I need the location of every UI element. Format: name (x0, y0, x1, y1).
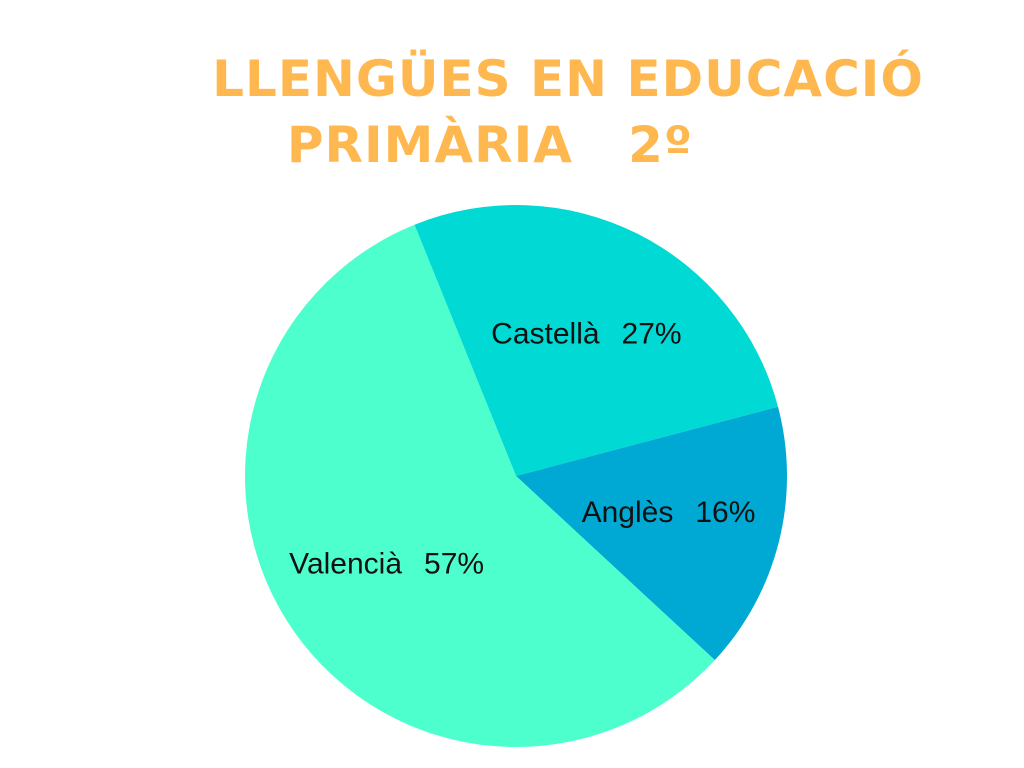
pie-slice (245, 224, 715, 748)
value-label: 57% (424, 547, 484, 580)
category-label: Anglès (582, 496, 674, 529)
chart-title: LLENGÜES EN EDUCACIÓ (212, 49, 924, 108)
category-label: Castellà (491, 317, 600, 350)
slice-label: Castellà 27% (491, 317, 681, 350)
value-label: 16% (695, 496, 755, 529)
pie-slice (516, 406, 788, 661)
pie (245, 204, 788, 748)
slice-label: Anglès 16% (582, 496, 756, 529)
labels: Castellà 27% Anglès 16% Valencià 57% (289, 317, 755, 580)
value-label: 27% (622, 317, 682, 350)
pie-slice (414, 204, 779, 476)
category-label: Valencià (289, 547, 402, 580)
chart-title: PRIMÀRIA 2º (287, 115, 693, 174)
slice-label: Valencià 57% (289, 547, 484, 580)
